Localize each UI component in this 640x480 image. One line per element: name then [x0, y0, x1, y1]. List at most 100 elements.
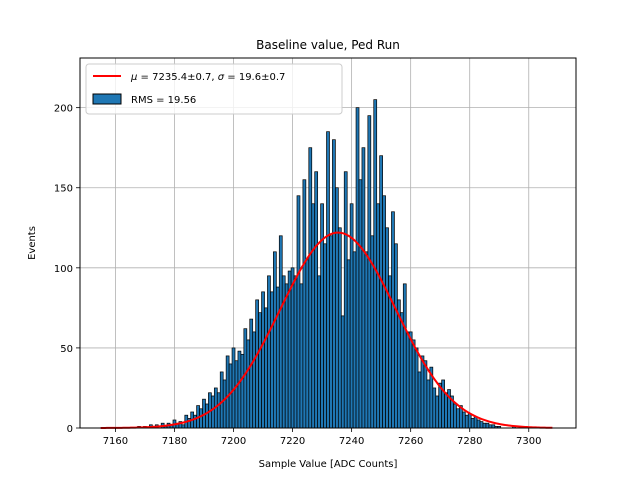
- histogram-bar: [329, 235, 333, 429]
- histogram-bar: [414, 347, 419, 429]
- histogram-bar: [444, 392, 448, 429]
- histogram-bar: [432, 387, 437, 429]
- histogram-bar: [252, 331, 257, 429]
- histogram-bar: [234, 360, 239, 429]
- histogram-bar: [228, 363, 233, 429]
- histogram-bar: [249, 318, 254, 429]
- histogram-bar: [332, 139, 336, 429]
- histogram-bar: [320, 203, 324, 429]
- histogram-bar: [275, 286, 280, 429]
- histogram-bar: [346, 259, 351, 429]
- plot-frame: [79, 57, 577, 429]
- histogram-bar: [337, 227, 342, 429]
- histogram-bar: [435, 395, 440, 429]
- histogram-bar: [402, 283, 407, 429]
- histogram-bar: [323, 243, 327, 429]
- histogram-bar: [476, 419, 481, 429]
- histogram-bar: [456, 408, 460, 429]
- histogram-bar: [417, 371, 422, 429]
- histogram-bar: [264, 307, 268, 429]
- histogram-bar: [382, 195, 386, 429]
- histogram-bar: [311, 203, 316, 429]
- histogram-bar: [308, 147, 313, 429]
- x-axis-label: Sample Value [ADC Counts]: [259, 459, 398, 470]
- histogram-bar: [358, 179, 363, 429]
- histogram-bar: [391, 211, 395, 429]
- histogram-bar: [441, 379, 445, 429]
- y-tick-label: 150: [54, 184, 73, 195]
- histogram-bar: [225, 355, 230, 429]
- histogram-bar: [222, 379, 227, 429]
- histogram-bar: [326, 131, 330, 429]
- histogram-bar: [284, 283, 289, 429]
- y-tick-label: 100: [54, 264, 73, 275]
- histogram-bar: [296, 195, 301, 429]
- histogram-bar: [420, 355, 425, 429]
- histogram-bar: [473, 416, 478, 429]
- histogram-bar: [205, 403, 209, 429]
- chart-title: Baseline value, Ped Run: [256, 38, 400, 52]
- histogram-bar: [385, 227, 389, 429]
- histogram-bar: [199, 408, 203, 429]
- histogram-bar: [405, 331, 410, 429]
- gaussian-fit: [100, 231, 553, 429]
- legend-hist-label: RMS = 19.56: [131, 95, 196, 106]
- histogram-bar: [246, 339, 251, 429]
- histogram-bar: [317, 275, 321, 429]
- x-tick-label: 7300: [516, 436, 541, 447]
- histogram-bar: [216, 392, 221, 429]
- histogram-bar: [399, 312, 404, 429]
- histogram-bar: [379, 155, 383, 429]
- histogram-bar: [485, 422, 490, 429]
- histogram-bar: [352, 251, 357, 429]
- histogram-bar: [314, 171, 319, 429]
- y-tick-label: 50: [60, 344, 73, 355]
- histogram-bar: [464, 414, 469, 429]
- histogram-bar: [302, 179, 307, 429]
- histogram-bar: [438, 382, 443, 429]
- histogram-bar: [394, 243, 398, 429]
- gaussian-fit-curve: [100, 231, 553, 429]
- x-tick-label: 7260: [398, 436, 423, 447]
- histogram-bar: [482, 422, 487, 429]
- histogram-bar: [237, 350, 242, 429]
- histogram-bar: [343, 171, 348, 429]
- legend-mu-symbol: μ: [130, 72, 137, 83]
- histogram-bar: [273, 251, 277, 429]
- histogram-bar: [270, 291, 274, 429]
- x-tick-label: 7160: [103, 436, 128, 447]
- legend-sigma-symbol: σ: [218, 72, 225, 83]
- histogram-bar: [373, 99, 378, 429]
- y-tick-label: 0: [67, 424, 73, 435]
- histogram-bar: [278, 235, 283, 429]
- axis-ticks: 7160 7180 7200 7220 7240 7260 7280 7300 0 50 100 15…: [54, 104, 542, 447]
- histogram-bar: [243, 328, 248, 429]
- histogram-bar: [461, 411, 466, 429]
- histogram-bar: [267, 275, 271, 429]
- x-tick-label: 7180: [162, 436, 187, 447]
- legend-sigma-value: = 19.6±0.7: [224, 72, 285, 83]
- legend: μ = 7235.4±0.7, σ = 19.6±0.7 RMS = 19.56: [85, 63, 343, 115]
- histogram-bar: [376, 203, 381, 429]
- histogram-bars: [137, 99, 516, 429]
- histogram-bar: [467, 413, 472, 429]
- histogram-bar: [299, 283, 304, 429]
- legend-frame: [85, 63, 343, 115]
- histogram-bar: [305, 259, 310, 429]
- histogram-bar: [240, 353, 245, 429]
- histogram-bar: [453, 403, 457, 429]
- histogram-bar: [193, 414, 197, 429]
- histogram-bar: [408, 331, 413, 429]
- histogram-bar: [335, 187, 339, 429]
- x-tick-label: 7200: [221, 436, 246, 447]
- histogram-bar: [411, 339, 416, 429]
- histogram-bar: [470, 418, 475, 429]
- histogram-bar: [258, 312, 262, 429]
- histogram-bar: [355, 107, 360, 429]
- histogram-bar: [367, 115, 372, 429]
- histogram-bar: [479, 421, 484, 429]
- histogram-bar: [364, 251, 369, 429]
- legend-fit-label: μ = 7235.4±0.7, σ = 19.6±0.7: [130, 72, 285, 83]
- histogram-bar: [340, 315, 345, 429]
